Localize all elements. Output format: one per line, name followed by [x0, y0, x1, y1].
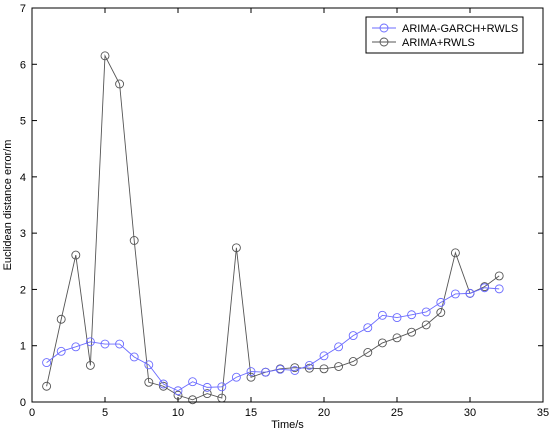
data-point: [392, 333, 402, 343]
series-line: [46, 54, 500, 401]
data-point: [480, 283, 490, 293]
x-tick-label: 35: [537, 407, 549, 419]
data-point: [494, 284, 504, 294]
data-point: [290, 366, 300, 375]
x-tick-label: 0: [29, 407, 35, 419]
data-point: [100, 51, 110, 61]
data-point: [42, 358, 52, 368]
y-tick-label: 2: [20, 284, 26, 296]
legend-box: [365, 16, 524, 54]
series-layer: [42, 51, 504, 405]
series-arima-garch-rwls: [42, 283, 504, 396]
data-point: [363, 323, 373, 333]
y-tick-label: 5: [20, 116, 26, 128]
data-point: [231, 372, 241, 382]
legend-label: ARIMA+RWLS: [402, 37, 475, 49]
series-line: [46, 287, 500, 392]
x-tick-label: 20: [318, 407, 330, 419]
data-point: [407, 327, 417, 337]
data-point: [450, 248, 460, 258]
legend: ARIMA-GARCH+RWLS ARIMA+RWLS: [365, 16, 524, 54]
data-point: [85, 360, 95, 370]
data-point: [158, 379, 168, 389]
data-point: [348, 357, 358, 366]
x-tick-label: 10: [172, 407, 184, 419]
x-tick-label: 25: [391, 407, 403, 419]
y-tick-label: 6: [20, 59, 26, 71]
data-point: [85, 337, 95, 347]
data-point: [304, 363, 314, 373]
data-point: [421, 307, 431, 317]
y-tick-label: 3: [20, 228, 26, 240]
data-point: [334, 342, 344, 352]
data-point: [100, 339, 110, 349]
x-tick-label: 15: [245, 407, 257, 419]
data-point: [334, 362, 344, 371]
data-point: [173, 386, 183, 396]
data-point: [71, 250, 81, 260]
data-point: [275, 364, 285, 374]
x-tick-label: 5: [102, 407, 108, 419]
data-point: [56, 346, 66, 356]
axes-layer: 0 5 10 15 20 25 30 35 0 1 2 3 4 5 6 7: [20, 3, 549, 419]
data-point: [319, 364, 329, 374]
data-point: [202, 382, 212, 392]
y-tick-label: 7: [20, 3, 26, 15]
data-point: [129, 236, 139, 245]
data-point: [436, 297, 446, 307]
data-point: [42, 381, 52, 391]
data-point: [56, 314, 66, 324]
data-point: [392, 313, 402, 323]
data-point: [450, 289, 460, 299]
x-tick-label: 30: [464, 407, 476, 419]
data-point: [115, 79, 125, 89]
data-point: [377, 310, 387, 320]
data-point: [246, 372, 256, 382]
y-tick-label: 4: [20, 172, 26, 184]
data-point: [261, 367, 271, 377]
data-point: [144, 360, 154, 370]
data-point: [188, 395, 198, 405]
data-point: [246, 367, 256, 377]
data-point: [290, 363, 300, 373]
data-point: [465, 288, 475, 298]
legend-label: ARIMA-GARCH+RWLS: [402, 23, 518, 35]
legend-marker: [379, 23, 389, 33]
data-point: [436, 308, 446, 317]
data-point: [188, 377, 198, 387]
data-point: [202, 389, 212, 399]
x-axis-title: Time/s: [271, 419, 304, 431]
data-point: [217, 382, 227, 392]
data-point: [377, 338, 387, 348]
data-point: [231, 243, 241, 253]
data-point: [363, 348, 373, 357]
data-point: [144, 377, 154, 387]
plot-frame: [31, 7, 544, 403]
data-point: [304, 360, 314, 370]
y-tick-label: 1: [20, 341, 26, 353]
data-point: [348, 331, 358, 341]
data-point: [129, 352, 139, 362]
data-point: [115, 339, 125, 349]
y-axis-title: Euclidean distance error/m: [2, 140, 14, 271]
y-tick-label: 0: [20, 397, 26, 409]
data-point: [494, 271, 504, 281]
data-point: [407, 310, 417, 320]
data-point: [71, 342, 81, 352]
series-arima-rwls: [42, 51, 504, 405]
legend-marker: [379, 37, 389, 47]
data-point: [421, 320, 431, 330]
data-point: [319, 351, 329, 361]
